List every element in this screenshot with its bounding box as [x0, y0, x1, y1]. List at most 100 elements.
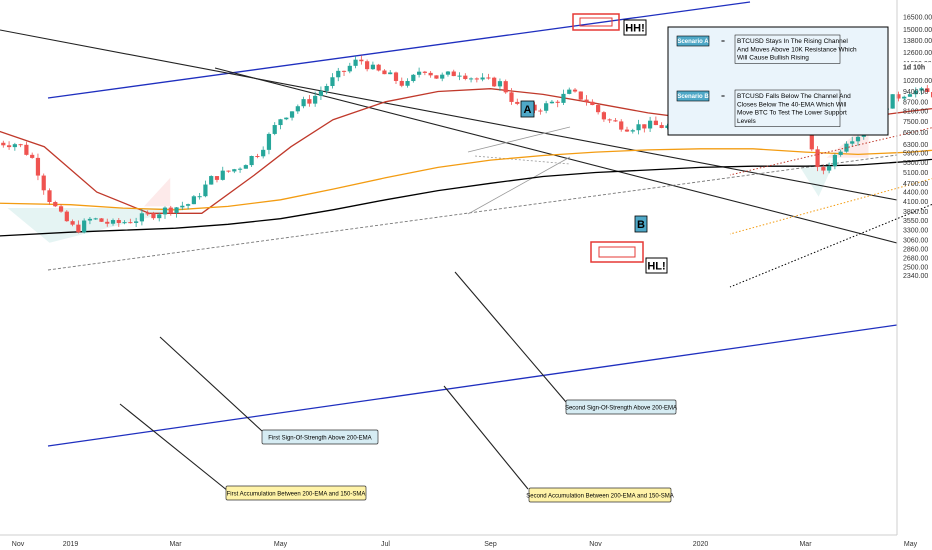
time-tick-label: 2019 — [63, 541, 79, 548]
price-tick-label: 2860.00 — [903, 247, 928, 254]
candle-body — [855, 136, 861, 142]
candle-body — [815, 149, 820, 168]
candle-body — [468, 78, 474, 80]
hh-label-box — [623, 19, 647, 36]
candle-body — [365, 61, 370, 70]
flag-lower-line — [467, 156, 571, 215]
time-tick-label: Mar — [169, 541, 182, 548]
price-tick-label: 5500.00 — [903, 160, 928, 167]
scenario-b-badge-label: B — [637, 219, 645, 231]
time-tick-label: Nov — [589, 541, 602, 548]
price-tick-label: 2680.00 — [903, 255, 928, 262]
candle-body — [336, 70, 341, 78]
candle-body — [64, 211, 69, 222]
first-accumulation-text: First Accumulation Between 200-EMA and 1… — [227, 492, 366, 498]
candle-body — [480, 77, 485, 80]
time-tick-label: May — [274, 541, 288, 548]
price-tick-label: 16500.00 — [903, 15, 932, 22]
price-tick-label: 13800.00 — [903, 38, 932, 45]
price-tick-label: 5900.00 — [903, 151, 928, 158]
channel-lower-line — [47, 324, 898, 447]
candle-body — [301, 99, 306, 107]
candle-body — [838, 151, 843, 155]
last-price-tag — [899, 62, 932, 73]
sos-zone-2 — [826, 123, 869, 158]
candle-body — [549, 101, 555, 104]
candle-body — [515, 101, 520, 104]
price-tick-label: 15000.00 — [903, 27, 932, 34]
candle-body — [53, 202, 58, 207]
candle-body — [907, 94, 913, 97]
price-tick-label: 5100.00 — [903, 170, 928, 177]
candle-body — [503, 81, 508, 93]
candle-body — [47, 190, 52, 203]
candle-body — [168, 207, 173, 213]
candle-body — [370, 64, 375, 70]
candle-body — [544, 103, 549, 111]
candle-body — [578, 91, 583, 100]
candle-body — [151, 213, 156, 219]
candle-body — [601, 112, 606, 120]
candle-body — [648, 120, 653, 129]
candle-body — [613, 120, 618, 122]
candle-body — [128, 222, 133, 224]
candle-body — [157, 214, 162, 219]
time-tick-label: Mar — [799, 541, 812, 548]
candle-body — [532, 104, 537, 111]
candle-body — [630, 130, 635, 132]
candle-body — [295, 106, 300, 112]
candle-body — [145, 213, 150, 215]
flag-upper-line — [467, 126, 571, 153]
candle-body — [555, 101, 560, 103]
hh-label: HH! — [625, 23, 645, 35]
candle-body — [214, 176, 220, 180]
candle-body — [607, 119, 612, 121]
candle-body — [451, 71, 456, 77]
candle-body — [919, 88, 924, 91]
candle-body — [82, 220, 87, 233]
candle-body — [653, 120, 658, 126]
scenario-tag-box — [676, 90, 710, 102]
candle-body — [359, 59, 364, 62]
price-tick-label: 3800.00 — [903, 209, 928, 216]
scenario-description: BTCUSD Stays In The Rising Channel And Mo… — [737, 38, 857, 61]
scenario-tag-label: Scenario A — [677, 39, 709, 45]
ma-black-projection — [729, 203, 932, 288]
candle-body — [76, 224, 81, 233]
candle-body — [930, 91, 932, 98]
candle-body — [58, 206, 64, 212]
second-accumulation-text: Second Accumulation Between 200-EMA and … — [526, 494, 673, 500]
channel-upper-line — [47, 1, 751, 99]
scenario-separator: = — [721, 93, 725, 100]
candle-body — [861, 134, 866, 137]
candle-body — [134, 221, 139, 223]
candle-body — [896, 94, 901, 99]
candle-body — [486, 77, 491, 79]
candle-body — [284, 117, 289, 120]
candle-body — [382, 70, 387, 75]
candle-body — [445, 71, 451, 75]
price-tick-label: 3060.00 — [903, 238, 928, 245]
price-tick-label: 7500.00 — [903, 119, 928, 126]
candle-body — [174, 207, 179, 213]
candle-body — [405, 81, 410, 86]
candle-body — [324, 86, 329, 91]
scenario-tag-box — [676, 35, 710, 47]
accumulation-zone-2 — [800, 167, 832, 197]
candle-body — [237, 168, 243, 170]
candle-body — [376, 64, 381, 71]
candle-body — [139, 213, 144, 222]
candle-body — [509, 92, 514, 102]
scenario-description-box — [734, 34, 841, 64]
scenario-separator: = — [721, 38, 725, 45]
candle-body — [393, 72, 399, 81]
ma-black-line — [0, 158, 932, 237]
candle-body — [232, 169, 237, 172]
candle-body — [249, 156, 254, 166]
first-sos-leader — [159, 336, 263, 432]
first-accumulation-leader — [119, 403, 229, 492]
candle-body — [99, 218, 104, 222]
hl-highlight-box — [590, 241, 644, 263]
candle-body — [180, 205, 185, 208]
candle-body — [110, 220, 116, 224]
